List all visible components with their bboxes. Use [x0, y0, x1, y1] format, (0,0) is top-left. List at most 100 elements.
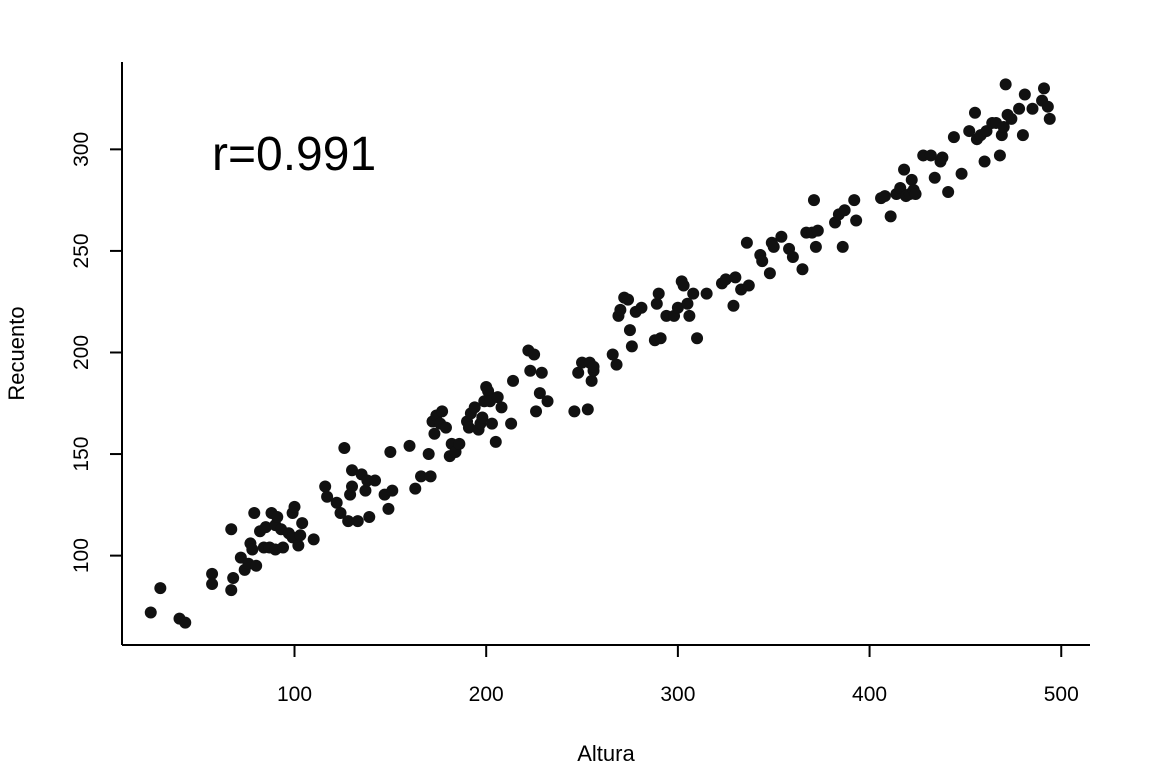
- data-point: [610, 358, 623, 371]
- data-point: [687, 287, 700, 300]
- data-point: [654, 332, 667, 345]
- data-point: [154, 582, 167, 595]
- data-point: [382, 502, 395, 515]
- data-point: [1005, 112, 1018, 125]
- data-point: [495, 401, 508, 414]
- data-point: [581, 403, 594, 416]
- data-point: [292, 539, 305, 552]
- data-point: [898, 163, 911, 176]
- data-point: [541, 395, 554, 408]
- data-point: [330, 496, 343, 509]
- data-point: [727, 299, 740, 312]
- data-point: [942, 186, 955, 199]
- data-point: [763, 267, 776, 280]
- data-point: [485, 417, 498, 430]
- data-point: [489, 435, 502, 448]
- data-point: [338, 441, 351, 454]
- data-point: [878, 190, 891, 203]
- data-point: [179, 616, 192, 629]
- data-point: [936, 151, 949, 164]
- data-point: [691, 332, 704, 345]
- data-point: [677, 279, 690, 292]
- x-tick-label: 300: [660, 683, 695, 706]
- x-axis-title: Altura: [577, 741, 635, 766]
- data-point: [524, 364, 537, 377]
- data-point: [585, 374, 598, 387]
- data-point: [652, 287, 665, 300]
- data-point: [422, 448, 435, 461]
- x-tick-label: 400: [852, 683, 887, 706]
- data-point: [625, 340, 638, 353]
- y-axis-title: Recuento: [4, 306, 29, 400]
- x-tick-label: 100: [277, 683, 312, 706]
- data-point: [1041, 100, 1054, 113]
- data-point: [409, 482, 422, 495]
- data-point: [535, 366, 548, 379]
- data-point: [530, 405, 543, 418]
- data-point: [809, 240, 822, 253]
- data-point: [206, 567, 219, 580]
- data-point: [259, 521, 272, 534]
- y-tick-label: 250: [70, 233, 93, 268]
- data-point: [384, 446, 397, 459]
- data-point: [359, 484, 372, 497]
- data-point: [650, 297, 663, 310]
- data-point: [491, 391, 504, 404]
- data-point: [719, 273, 732, 286]
- data-point: [796, 263, 809, 276]
- data-point: [947, 131, 960, 144]
- data-point: [246, 543, 259, 556]
- data-point: [386, 484, 399, 497]
- data-point: [476, 411, 489, 424]
- data-point: [307, 533, 320, 546]
- data-point: [227, 571, 240, 584]
- data-point: [206, 578, 219, 591]
- data-point: [811, 224, 824, 237]
- data-point: [968, 106, 981, 119]
- data-point: [978, 155, 991, 168]
- data-point: [482, 385, 495, 398]
- data-point: [334, 506, 347, 519]
- data-point: [533, 387, 546, 400]
- data-point: [462, 421, 475, 434]
- data-point: [294, 529, 307, 542]
- data-point: [838, 204, 851, 217]
- y-tick-label: 200: [70, 335, 93, 370]
- data-point: [403, 439, 416, 452]
- data-point: [1026, 102, 1039, 115]
- data-point: [999, 78, 1012, 91]
- data-point: [740, 236, 753, 249]
- data-point: [225, 584, 238, 597]
- data-point: [415, 470, 428, 483]
- plot-area: [144, 78, 1056, 629]
- data-point: [623, 324, 636, 337]
- data-point: [428, 427, 441, 440]
- data-point: [681, 297, 694, 310]
- data-point: [144, 606, 157, 619]
- data-point: [614, 303, 627, 316]
- data-point: [1013, 102, 1026, 115]
- data-point: [507, 374, 520, 387]
- y-tick-label: 100: [70, 538, 93, 573]
- data-point: [369, 474, 382, 487]
- data-point: [568, 405, 581, 418]
- data-point: [700, 287, 713, 300]
- data-point: [928, 171, 941, 184]
- data-point: [836, 240, 849, 253]
- data-point: [606, 348, 619, 361]
- data-point: [635, 301, 648, 314]
- correlation-annotation: r=0.991: [212, 128, 376, 181]
- data-point: [346, 464, 359, 477]
- data-point: [250, 559, 263, 572]
- data-point: [786, 251, 799, 264]
- data-point: [363, 511, 376, 524]
- data-point: [767, 240, 780, 253]
- data-point: [884, 210, 897, 223]
- data-point: [288, 500, 301, 513]
- y-axis-ticks: 100 150 200 250 300: [70, 132, 122, 573]
- data-point: [342, 515, 355, 528]
- data-point: [453, 437, 466, 450]
- data-point: [296, 517, 309, 530]
- data-point: [572, 366, 585, 379]
